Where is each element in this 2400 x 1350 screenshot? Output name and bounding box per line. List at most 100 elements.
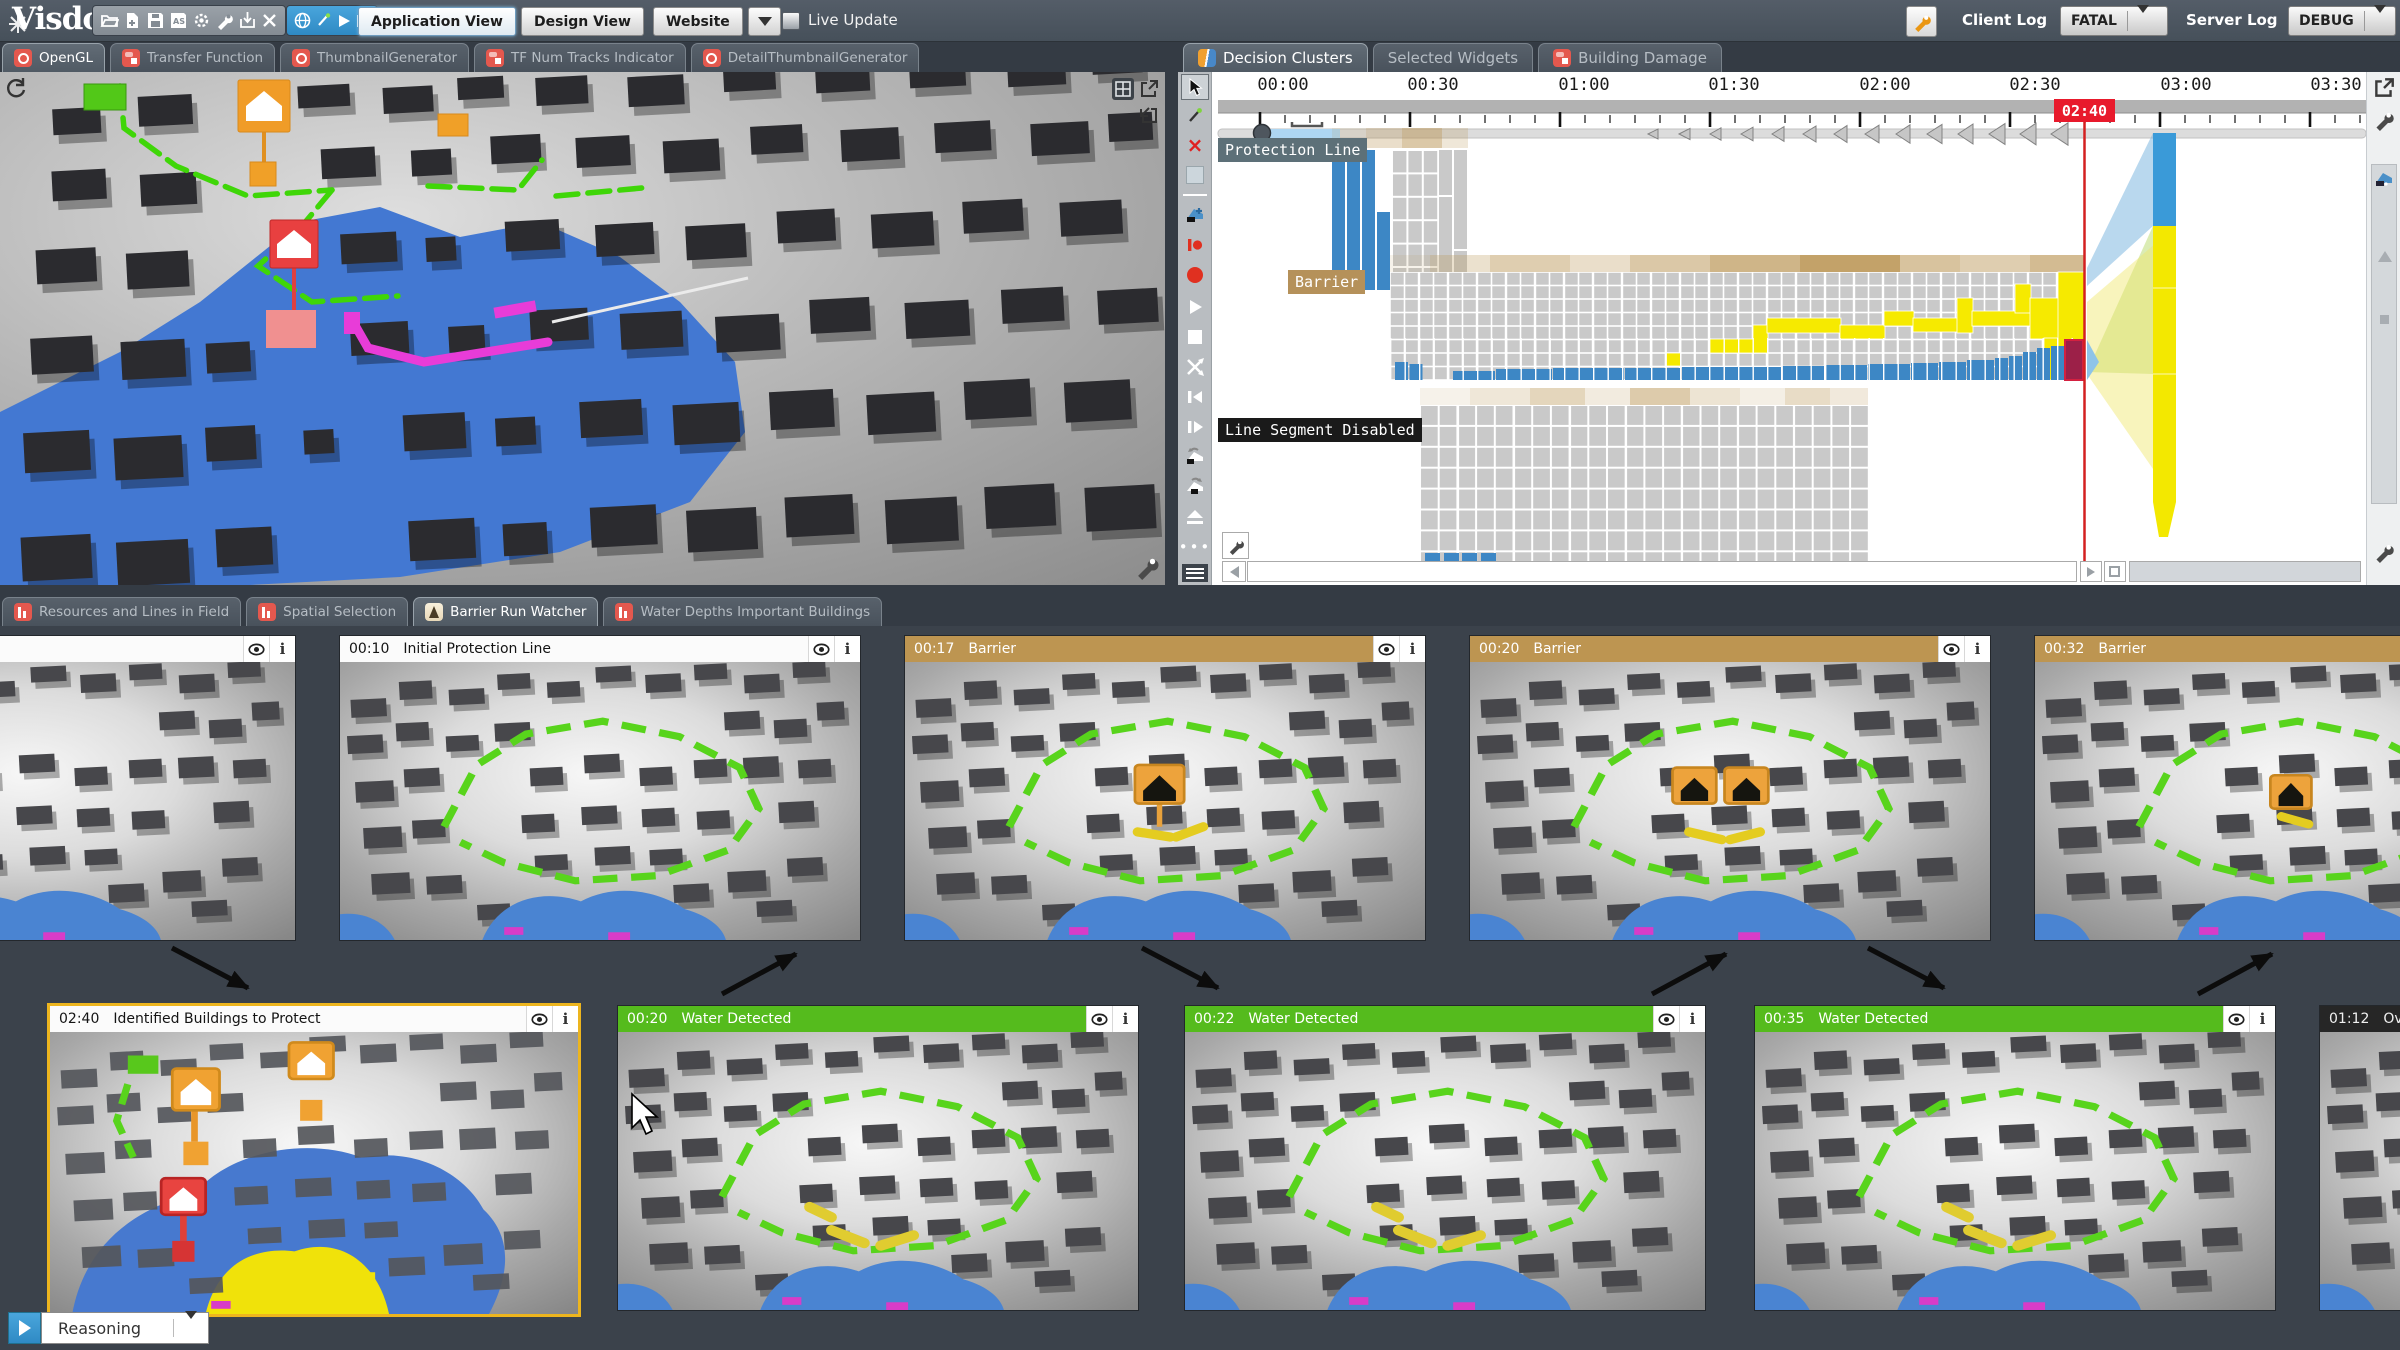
horizontal-scrollbar-thumb[interactable] bbox=[2129, 561, 2361, 582]
server-log-dropdown[interactable]: DEBUG bbox=[2288, 5, 2396, 36]
time-cursor-badge[interactable]: 02:40 bbox=[2054, 99, 2115, 122]
toolstrip-menu-icon[interactable] bbox=[1181, 560, 1209, 585]
eject-icon[interactable] bbox=[1181, 504, 1209, 530]
info-button[interactable]: i bbox=[1399, 636, 1425, 662]
select-cursor-tool[interactable] bbox=[1181, 74, 1209, 100]
grid-view-icon[interactable] bbox=[1112, 78, 1134, 100]
step-back-icon[interactable] bbox=[1181, 384, 1209, 410]
horizontal-scrollbar-track[interactable] bbox=[1247, 561, 2077, 582]
orange-building-marker[interactable] bbox=[437, 113, 469, 137]
undo-segment-icon[interactable] bbox=[1181, 444, 1209, 470]
info-button[interactable]: i bbox=[552, 1006, 578, 1032]
more-tools-icon[interactable]: ••• bbox=[1178, 538, 1212, 556]
record-icon[interactable] bbox=[1181, 262, 1209, 288]
visibility-eye-button[interactable] bbox=[1373, 636, 1399, 662]
tab-transfer-function[interactable]: Transfer Function bbox=[110, 43, 276, 72]
track-barrier[interactable] bbox=[1390, 255, 2086, 381]
orange-building-marker[interactable] bbox=[249, 161, 277, 187]
state-thumbnail[interactable]: 00:22 Water Detected i bbox=[1185, 1006, 1705, 1310]
website-button[interactable]: Website bbox=[653, 7, 743, 36]
save-icon[interactable] bbox=[146, 11, 165, 30]
scroll-up-icon[interactable] bbox=[2378, 251, 2392, 262]
tab-detail-thumbnail-generator[interactable]: DetailThumbnailGenerator bbox=[690, 43, 920, 72]
tab-selected-widgets[interactable]: Selected Widgets bbox=[1372, 43, 1534, 72]
new-file-icon[interactable] bbox=[123, 11, 142, 30]
popout-icon[interactable] bbox=[1138, 78, 1160, 100]
visibility-eye-button[interactable] bbox=[526, 1006, 552, 1032]
state-thumbnail[interactable]: 01:12Ove bbox=[2320, 1006, 2400, 1310]
dock-icon[interactable] bbox=[1138, 104, 1160, 126]
close-icon[interactable] bbox=[261, 12, 278, 29]
open-folder-icon[interactable] bbox=[100, 11, 119, 30]
scroll-play-button[interactable] bbox=[2080, 561, 2102, 582]
track-label-barrier[interactable]: Barrier bbox=[1288, 270, 1366, 294]
scroll-left-button[interactable] bbox=[1222, 561, 1246, 582]
application-view-button[interactable]: Application View bbox=[358, 7, 516, 36]
gear-icon[interactable] bbox=[192, 11, 211, 30]
tab-opengl[interactable]: OpenGL bbox=[2, 43, 106, 72]
selected-cell[interactable] bbox=[2064, 339, 2084, 381]
visibility-eye-button[interactable] bbox=[808, 636, 834, 662]
record-pause-icon[interactable] bbox=[1181, 232, 1209, 258]
play-icon[interactable] bbox=[1181, 294, 1209, 320]
state-thumbnail[interactable]: i bbox=[0, 636, 295, 940]
state-thumbnail-selected[interactable]: 02:40 Identified Buildings to Protect i bbox=[50, 1006, 578, 1314]
damaged-house-marker-red[interactable] bbox=[266, 219, 319, 348]
info-button[interactable]: i bbox=[269, 636, 295, 662]
reasoning-dropdown[interactable]: Reasoning bbox=[41, 1310, 209, 1344]
info-button[interactable]: i bbox=[2249, 1006, 2275, 1032]
play-icon[interactable] bbox=[336, 13, 352, 29]
delete-tool[interactable]: × bbox=[1186, 133, 1204, 157]
track-line-segment-disabled[interactable] bbox=[1420, 388, 1868, 572]
time-ruler[interactable] bbox=[1218, 100, 2366, 127]
tab-decision-clusters[interactable]: Decision Clusters bbox=[1183, 43, 1368, 72]
tab-spatial-selection[interactable]: Spatial Selection bbox=[246, 597, 409, 626]
step-forward-icon[interactable] bbox=[1181, 414, 1209, 440]
track-label-line-segment-disabled[interactable]: Line Segment Disabled bbox=[1218, 418, 1422, 442]
info-button[interactable]: i bbox=[1112, 1006, 1138, 1032]
viewport-settings-wrench-icon[interactable] bbox=[1134, 554, 1160, 580]
reasoning-play-button[interactable] bbox=[8, 1312, 41, 1344]
tab-water-depths-important-buildings[interactable]: Water Depths Important Buildings bbox=[603, 597, 883, 626]
tab-resources-and-lines-in-field[interactable]: Resources and Lines in Field bbox=[2, 597, 242, 626]
state-thumbnail[interactable]: 00:17 Barrier i bbox=[905, 636, 1425, 940]
view-dropdown-button[interactable] bbox=[748, 7, 781, 36]
state-thumbnail[interactable]: 00:35 Water Detected i bbox=[1755, 1006, 2275, 1310]
info-button[interactable]: i bbox=[1964, 636, 1990, 662]
region-select-tool[interactable] bbox=[1181, 162, 1209, 188]
state-thumbnail[interactable]: 00:20 Water Detected i bbox=[618, 1006, 1138, 1310]
globe-icon[interactable] bbox=[294, 12, 311, 29]
visibility-eye-button[interactable] bbox=[243, 636, 269, 662]
visibility-eye-button[interactable] bbox=[1086, 1006, 1112, 1032]
state-thumbnail[interactable]: 00:10 Initial Protection Line i bbox=[340, 636, 860, 940]
state-thumbnail[interactable]: 00:20 Barrier i bbox=[1470, 636, 1990, 940]
live-update-checkbox[interactable] bbox=[782, 12, 800, 30]
tab-thumbnail-generator[interactable]: ThumbnailGenerator bbox=[280, 43, 470, 72]
info-button[interactable]: i bbox=[1679, 1006, 1705, 1032]
green-building-marker[interactable] bbox=[83, 83, 127, 111]
visibility-eye-button[interactable] bbox=[2223, 1006, 2249, 1032]
annotate-icon[interactable] bbox=[315, 12, 332, 29]
wrench-icon[interactable] bbox=[215, 11, 234, 30]
track-label-protection-line[interactable]: Protection Line bbox=[1218, 138, 1368, 162]
decision-clusters-timeline[interactable]: 00:00 00:30 01:00 01:30 02:00 02:30 03:0… bbox=[1178, 72, 2400, 585]
visibility-eye-button[interactable] bbox=[1938, 636, 1964, 662]
info-button[interactable]: i bbox=[834, 636, 860, 662]
protected-house-marker-orange[interactable] bbox=[237, 79, 291, 164]
popout-icon[interactable] bbox=[2370, 74, 2398, 102]
client-log-dropdown[interactable]: FATAL bbox=[2060, 5, 2168, 36]
polygon-tool-icon[interactable] bbox=[2374, 169, 2394, 189]
rotate-view-icon[interactable] bbox=[4, 76, 28, 100]
shuffle-icon[interactable] bbox=[1181, 354, 1209, 380]
3d-simulation-viewport[interactable] bbox=[0, 72, 1165, 585]
save-as-icon[interactable]: AS bbox=[169, 11, 188, 30]
settings-wrench-icon[interactable] bbox=[2370, 538, 2398, 566]
stop-icon[interactable] bbox=[1181, 324, 1209, 350]
track-protection-line[interactable] bbox=[1332, 128, 1468, 290]
scroll-box-button[interactable] bbox=[2104, 561, 2126, 582]
track-settings-wrench-icon[interactable] bbox=[1222, 532, 1249, 559]
add-track-tool[interactable] bbox=[1181, 202, 1209, 228]
vertical-scrollbar[interactable] bbox=[2371, 164, 2397, 504]
scroll-thumb[interactable] bbox=[2380, 315, 2389, 324]
settings-wrench-button[interactable] bbox=[1906, 6, 1937, 37]
